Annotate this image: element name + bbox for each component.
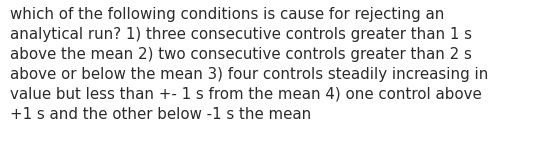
Text: which of the following conditions is cause for rejecting an
analytical run? 1) t: which of the following conditions is cau…	[10, 7, 488, 122]
